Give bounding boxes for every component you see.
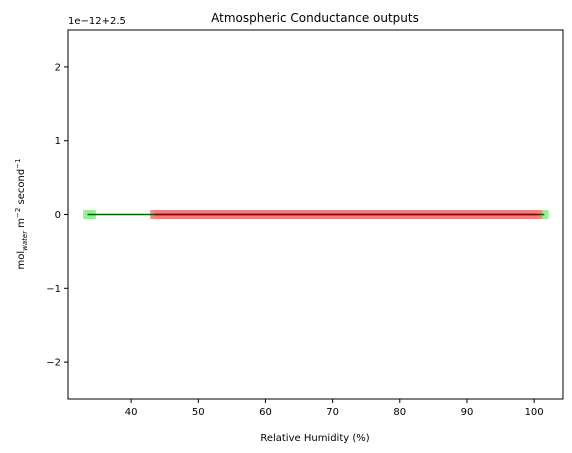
x-tick-label: 50 bbox=[192, 407, 205, 418]
x-axis-label: Relative Humidity (%) bbox=[260, 433, 369, 444]
y-label-end: second bbox=[16, 169, 27, 208]
y-tick-label: 0 bbox=[55, 210, 61, 221]
x-tick-label: 60 bbox=[259, 407, 272, 418]
x-tick-label: 100 bbox=[525, 407, 544, 418]
x-tick-label: 90 bbox=[461, 407, 474, 418]
y-tick-label: 2 bbox=[55, 62, 61, 73]
x-tick-label: 80 bbox=[393, 407, 406, 418]
x-tick-label: 70 bbox=[326, 407, 339, 418]
y-offset-text: 1e−12+2.5 bbox=[68, 16, 126, 27]
y-tick-label: 1 bbox=[55, 136, 61, 147]
y-tick-label: −1 bbox=[46, 284, 61, 295]
chart-title: Atmospheric Conductance outputs bbox=[211, 11, 419, 25]
y-label-sub: water bbox=[21, 230, 29, 251]
y-label-sup2: −1 bbox=[14, 158, 22, 168]
y-axis-label: molwater m−2 second−1 bbox=[14, 158, 29, 269]
y-axis: −2 −1 0 1 2 bbox=[46, 62, 68, 369]
plot-marks bbox=[82, 210, 549, 219]
x-tick-label: 40 bbox=[125, 407, 138, 418]
x-axis: 40 50 60 70 80 90 100 bbox=[125, 399, 544, 418]
y-label-mid: m bbox=[16, 218, 27, 231]
y-label-sup1: −2 bbox=[14, 208, 22, 218]
y-label-base: mol bbox=[16, 251, 27, 270]
y-tick-label: −2 bbox=[46, 358, 61, 369]
